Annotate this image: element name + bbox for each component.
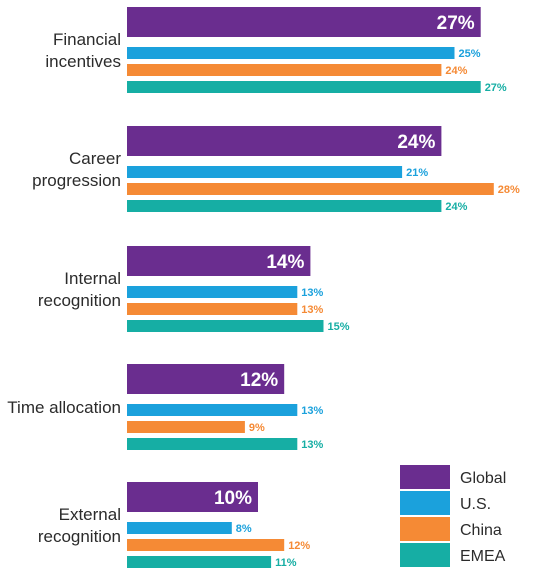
value-label-global-internal-recognition: 14% (266, 252, 304, 273)
bar-us-time-allocation (127, 404, 298, 416)
value-label-global-financial-incentives: 27% (437, 13, 475, 34)
value-label-emea-financial-incentives: 27% (485, 82, 507, 94)
bar-us-career-progression (127, 166, 403, 178)
value-label-china-time-allocation: 9% (249, 422, 265, 434)
value-label-global-external-recognition: 10% (214, 488, 252, 509)
legend-swatch-china (400, 517, 450, 541)
bar-emea-external-recognition (127, 556, 272, 568)
bar-china-career-progression (127, 183, 494, 195)
value-label-china-career-progression: 28% (498, 184, 520, 196)
bars-layer: 27% 25% 24% 27% 24% 21% 28% 24% 14% 13% 13% 15% 12% 1… (127, 7, 520, 569)
category-labels: Financial incentives Career progression Inte… (7, 30, 121, 546)
bar-us-external-recognition (127, 522, 232, 534)
bar-global-internal-recognition (127, 246, 311, 276)
legend-swatch-emea (400, 543, 450, 567)
bar-china-time-allocation (127, 421, 245, 433)
legend-label-china: China (460, 522, 502, 539)
legend-label-emea: EMEA (460, 548, 506, 565)
value-label-emea-internal-recognition: 15% (328, 321, 350, 333)
value-label-emea-time-allocation: 13% (301, 439, 323, 451)
value-label-china-financial-incentives: 24% (445, 65, 467, 77)
bar-global-career-progression (127, 126, 442, 156)
bar-china-external-recognition (127, 539, 285, 551)
bar-global-external-recognition (127, 482, 258, 512)
legend: Global U.S. China EMEA (400, 465, 506, 567)
bar-emea-career-progression (127, 200, 442, 212)
bar-us-financial-incentives (127, 47, 455, 59)
value-label-china-internal-recognition: 13% (301, 304, 323, 316)
value-label-global-time-allocation: 12% (240, 370, 278, 391)
value-label-us-career-progression: 21% (406, 167, 428, 179)
category-label-financial-incentives: Financial incentives (45, 30, 121, 71)
bar-emea-financial-incentives (127, 81, 481, 93)
bar-global-time-allocation (127, 364, 285, 394)
value-label-us-time-allocation: 13% (301, 405, 323, 417)
value-label-us-internal-recognition: 13% (301, 287, 323, 299)
legend-label-us: U.S. (460, 496, 491, 513)
value-label-us-external-recognition: 8% (236, 523, 252, 535)
category-label-career-progression: Career progression (32, 149, 121, 190)
value-label-us-financial-incentives: 25% (459, 48, 481, 60)
category-label-time-allocation: Time allocation (7, 398, 121, 417)
category-label-internal-recognition: Internal recognition (38, 269, 121, 310)
value-label-emea-external-recognition: 11% (275, 557, 297, 569)
bar-emea-internal-recognition (127, 320, 324, 332)
value-label-global-career-progression: 24% (397, 132, 435, 153)
bar-us-internal-recognition (127, 286, 298, 298)
bar-emea-time-allocation (127, 438, 298, 450)
category-label-external-recognition: External recognition (38, 505, 121, 546)
value-label-emea-career-progression: 24% (445, 201, 467, 213)
bar-china-internal-recognition (127, 303, 298, 315)
bar-china-financial-incentives (127, 64, 442, 76)
legend-swatch-us (400, 491, 450, 515)
value-label-china-external-recognition: 12% (288, 540, 310, 552)
legend-swatch-global (400, 465, 450, 489)
bar-global-financial-incentives (127, 7, 481, 37)
legend-label-global: Global (460, 470, 506, 487)
